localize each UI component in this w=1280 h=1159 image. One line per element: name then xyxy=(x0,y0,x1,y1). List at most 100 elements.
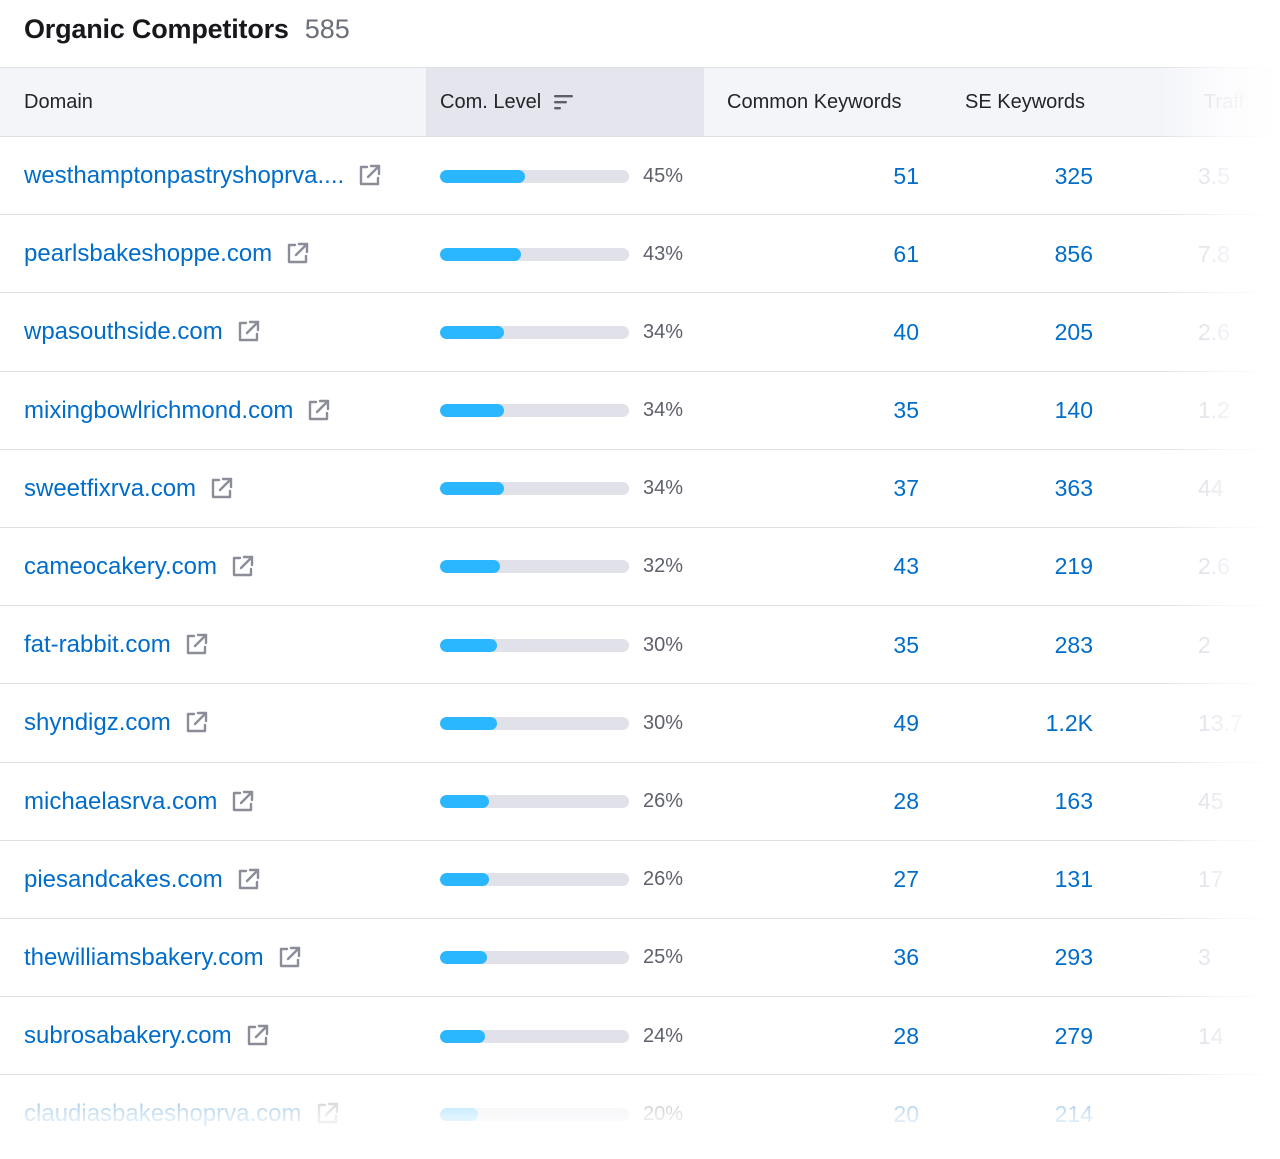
sort-descending-icon[interactable] xyxy=(553,93,575,111)
traffic-value: 2 xyxy=(1198,631,1211,658)
domain-text[interactable]: sweetfixrva.com xyxy=(24,474,197,502)
domain-text[interactable]: cameocakery.com xyxy=(24,552,217,580)
domain-text[interactable]: fat-rabbit.com xyxy=(24,631,171,659)
se-keywords-link[interactable]: 163 xyxy=(1054,788,1093,814)
traffic-value: 2.6 xyxy=(1198,318,1230,345)
traffic-value: 45 xyxy=(1198,788,1224,814)
common-keywords-link[interactable]: 35 xyxy=(893,631,919,658)
common-keywords-link[interactable]: 51 xyxy=(893,162,919,189)
se-keywords-link[interactable]: 325 xyxy=(1054,162,1093,189)
page-title: Organic Competitors xyxy=(24,14,289,44)
com-level-bar xyxy=(440,450,630,528)
domain-link[interactable]: michaelasrva.com xyxy=(24,763,255,841)
domain-link[interactable]: thewilliamsbakery.com xyxy=(24,919,302,997)
domain-link[interactable]: claudiasbakeshoprva.com xyxy=(24,1075,340,1153)
common-keywords-link[interactable]: 36 xyxy=(893,944,919,971)
common-keywords-link[interactable]: 27 xyxy=(893,866,919,893)
external-link-icon[interactable] xyxy=(235,867,261,893)
domain-link[interactable]: mixingbowlrichmond.com xyxy=(24,372,331,450)
se-keywords-link[interactable]: 131 xyxy=(1054,866,1093,893)
domain-link[interactable]: subrosabakery.com xyxy=(24,997,270,1075)
table-row: fat-rabbit.com 30% 35 283 2 xyxy=(0,606,1280,685)
com-level-bar xyxy=(440,137,630,215)
traffic-value: 17 xyxy=(1198,866,1224,893)
com-level-bar-fill xyxy=(440,1107,478,1121)
com-level-bar xyxy=(440,997,630,1075)
se-keywords-link[interactable]: 283 xyxy=(1054,631,1093,658)
domain-link[interactable]: wpasouthside.com xyxy=(24,293,261,371)
se-keywords-link[interactable]: 856 xyxy=(1054,240,1093,267)
domain-link[interactable]: westhamptonpastryshoprva.... xyxy=(24,137,382,215)
traffic-value: 3.5 xyxy=(1198,162,1230,189)
domain-link[interactable]: fat-rabbit.com xyxy=(24,606,209,684)
se-keywords-link[interactable]: 140 xyxy=(1054,397,1093,424)
com-level-bar-track xyxy=(440,482,629,496)
competitors-table: Domain Com. Level Common Keywords SE Key… xyxy=(0,67,1280,1154)
column-header-domain[interactable]: Domain xyxy=(24,90,93,113)
table-row: piesandcakes.com 26% 27 131 17 xyxy=(0,841,1280,919)
external-link-icon[interactable] xyxy=(208,476,234,502)
common-keywords-link[interactable]: 28 xyxy=(893,788,919,814)
com-level-bar-fill xyxy=(440,169,526,183)
common-keywords-link[interactable]: 37 xyxy=(893,475,919,502)
se-keywords-link[interactable]: 293 xyxy=(1054,944,1093,971)
common-keywords-link[interactable]: 40 xyxy=(893,318,919,345)
column-header-com-level[interactable]: Com. Level xyxy=(426,68,704,136)
external-link-icon[interactable] xyxy=(229,554,255,580)
domain-text[interactable]: pearlsbakeshoppe.com xyxy=(24,240,273,268)
com-level-percent: 32% xyxy=(643,555,684,578)
domain-link[interactable]: sweetfixrva.com xyxy=(24,450,234,528)
domain-text[interactable]: piesandcakes.com xyxy=(24,865,223,893)
domain-text[interactable]: claudiasbakeshoprva.com xyxy=(24,1100,302,1128)
common-keywords-link[interactable]: 28 xyxy=(893,1022,919,1049)
domain-link[interactable]: piesandcakes.com xyxy=(24,841,261,919)
domain-link[interactable]: shyndigz.com xyxy=(24,684,209,762)
domain-text[interactable]: westhamptonpastryshoprva.... xyxy=(24,162,345,189)
external-link-icon[interactable] xyxy=(235,319,261,345)
com-level-bar-track xyxy=(440,1029,629,1043)
traffic-value: 7.8 xyxy=(1198,240,1230,267)
domain-text[interactable]: wpasouthside.com xyxy=(24,318,223,346)
domain-text[interactable]: michaelasrva.com xyxy=(24,787,218,815)
se-keywords-link[interactable]: 279 xyxy=(1054,1022,1093,1049)
se-keywords-link[interactable]: 205 xyxy=(1054,318,1093,345)
table-row: wpasouthside.com 34% 40 205 2.6 xyxy=(0,293,1280,372)
domain-text[interactable]: subrosabakery.com xyxy=(24,1022,232,1050)
domain-text[interactable]: thewilliamsbakery.com xyxy=(24,943,264,971)
column-header-se-keywords[interactable]: SE Keywords xyxy=(965,90,1086,113)
table-row: thewilliamsbakery.com 25% 36 293 3 xyxy=(0,919,1280,998)
com-level-percent: 20% xyxy=(643,1102,684,1125)
com-level-percent: 45% xyxy=(643,164,684,187)
com-level-bar xyxy=(440,841,630,919)
external-link-icon[interactable] xyxy=(183,710,209,736)
com-level-percent: 30% xyxy=(643,711,684,734)
common-keywords-link[interactable]: 43 xyxy=(893,553,919,580)
com-level-bar-track xyxy=(440,404,629,418)
com-level-percent: 26% xyxy=(643,790,684,812)
domain-link[interactable]: cameocakery.com xyxy=(24,528,255,606)
common-keywords-link[interactable]: 20 xyxy=(893,1100,919,1127)
external-link-icon[interactable] xyxy=(284,241,310,267)
external-link-icon[interactable] xyxy=(314,1101,340,1127)
domain-text[interactable]: mixingbowlrichmond.com xyxy=(24,396,294,424)
external-link-icon[interactable] xyxy=(276,945,302,971)
se-keywords-link[interactable]: 363 xyxy=(1054,475,1093,502)
se-keywords-link[interactable]: 1.2K xyxy=(1045,709,1093,736)
external-link-icon[interactable] xyxy=(229,789,255,815)
column-header-common-keywords[interactable]: Common Keywords xyxy=(727,90,902,113)
se-keywords-link[interactable]: 214 xyxy=(1054,1100,1093,1127)
common-keywords-link[interactable]: 61 xyxy=(893,240,919,267)
domain-link[interactable]: pearlsbakeshoppe.com xyxy=(24,215,310,293)
external-link-icon[interactable] xyxy=(183,632,209,658)
external-link-icon[interactable] xyxy=(356,163,382,189)
external-link-icon[interactable] xyxy=(305,398,331,424)
column-header-traffic[interactable]: Traff xyxy=(1204,90,1245,113)
com-level-bar-track xyxy=(440,795,629,808)
external-link-icon[interactable] xyxy=(244,1023,270,1049)
common-keywords-link[interactable]: 49 xyxy=(893,709,919,736)
com-level-bar-fill xyxy=(440,716,497,730)
domain-text[interactable]: shyndigz.com xyxy=(24,709,171,737)
common-keywords-link[interactable]: 35 xyxy=(893,397,919,424)
traffic-value: 3 xyxy=(1198,944,1211,971)
se-keywords-link[interactable]: 219 xyxy=(1054,553,1093,580)
